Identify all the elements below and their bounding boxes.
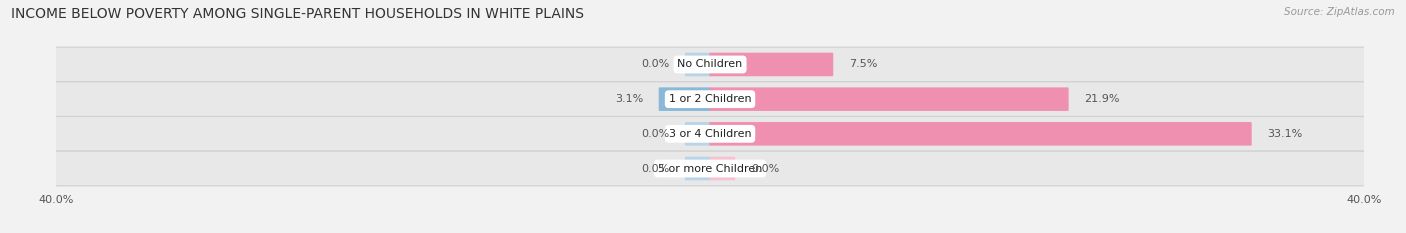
- FancyBboxPatch shape: [55, 82, 1365, 116]
- Text: 21.9%: 21.9%: [1084, 94, 1119, 104]
- Text: 7.5%: 7.5%: [849, 59, 877, 69]
- Text: 33.1%: 33.1%: [1267, 129, 1302, 139]
- FancyBboxPatch shape: [710, 157, 735, 180]
- Text: Source: ZipAtlas.com: Source: ZipAtlas.com: [1284, 7, 1395, 17]
- FancyBboxPatch shape: [685, 122, 710, 146]
- Text: 3.1%: 3.1%: [614, 94, 643, 104]
- Text: 0.0%: 0.0%: [641, 164, 669, 174]
- FancyBboxPatch shape: [55, 151, 1365, 186]
- FancyBboxPatch shape: [55, 47, 1365, 82]
- Text: INCOME BELOW POVERTY AMONG SINGLE-PARENT HOUSEHOLDS IN WHITE PLAINS: INCOME BELOW POVERTY AMONG SINGLE-PARENT…: [11, 7, 585, 21]
- FancyBboxPatch shape: [685, 53, 710, 76]
- FancyBboxPatch shape: [685, 157, 710, 180]
- Text: 3 or 4 Children: 3 or 4 Children: [669, 129, 751, 139]
- Text: 5 or more Children: 5 or more Children: [658, 164, 762, 174]
- FancyBboxPatch shape: [710, 87, 1069, 111]
- FancyBboxPatch shape: [710, 53, 834, 76]
- Text: 0.0%: 0.0%: [751, 164, 779, 174]
- FancyBboxPatch shape: [55, 116, 1365, 151]
- FancyBboxPatch shape: [710, 122, 1251, 146]
- FancyBboxPatch shape: [658, 87, 710, 111]
- Text: 0.0%: 0.0%: [641, 129, 669, 139]
- Text: 0.0%: 0.0%: [641, 59, 669, 69]
- Text: 1 or 2 Children: 1 or 2 Children: [669, 94, 751, 104]
- Text: No Children: No Children: [678, 59, 742, 69]
